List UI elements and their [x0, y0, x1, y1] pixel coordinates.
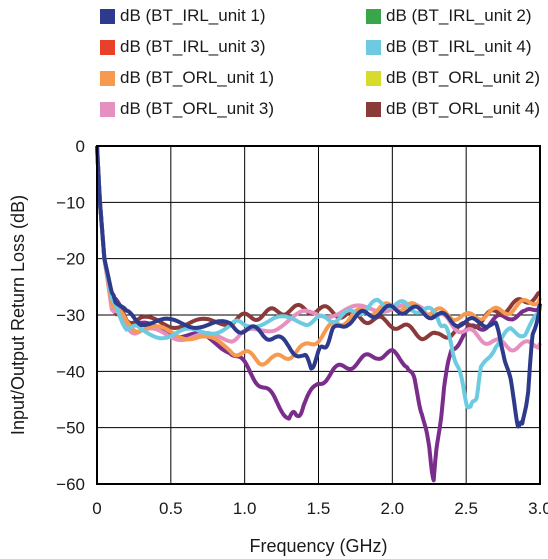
legend-label: dB (BT_IRL_unit 4): [386, 37, 532, 56]
legend-swatch: [100, 70, 115, 86]
series-line: [95, 145, 542, 410]
series-line: [95, 145, 542, 429]
y-axis-title: Input/Output Return Loss (dB): [8, 195, 28, 435]
x-axis-title: Frequency (GHz): [249, 536, 387, 556]
legend-swatch: [100, 8, 115, 24]
x-tick-label: 0: [92, 499, 101, 518]
legend-label: dB (BT_ORL_unit 3): [120, 99, 275, 118]
x-tick-label: 2.0: [381, 499, 405, 518]
legend-swatch: [366, 101, 381, 117]
legend-item: dB (BT_IRL_unit 3): [100, 36, 266, 58]
legend-swatch: [100, 39, 115, 55]
x-tick-label: 0.5: [159, 499, 183, 518]
x-tick-label: 3.0: [528, 499, 548, 518]
y-tick-label: −40: [56, 362, 85, 381]
grid: [97, 146, 540, 484]
x-tick-label: 2.5: [454, 499, 478, 518]
legend-item: dB (BT_ORL_unit 3): [100, 98, 274, 120]
legend-item: dB (BT_ORL_unit 4): [366, 98, 540, 120]
legend-swatch: [366, 70, 381, 86]
legend-label: dB (BT_ORL_unit 4): [386, 99, 541, 118]
y-tick-label: −10: [56, 193, 85, 212]
legend-label: dB (BT_IRL_unit 2): [386, 6, 532, 25]
y-tick-label: −30: [56, 306, 85, 325]
legend-label: dB (BT_IRL_unit 3): [120, 37, 266, 56]
legend-swatch: [100, 101, 115, 117]
legend-swatch: [366, 39, 381, 55]
plot-frame: [96, 145, 541, 485]
legend-swatch: [366, 8, 381, 24]
legend: dB (BT_IRL_unit 1) dB (BT_IRL_unit 2) dB (…: [0, 0, 548, 130]
series-layer: [95, 145, 542, 483]
legend-item: dB (BT_IRL_unit 4): [366, 36, 532, 58]
y-tick-label: −50: [56, 419, 85, 438]
legend-item: dB (BT_ORL_unit 1): [100, 67, 274, 89]
legend-item: dB (BT_IRL_unit 1): [100, 5, 266, 27]
legend-label: dB (BT_IRL_unit 1): [120, 6, 266, 25]
series-line: [95, 145, 542, 367]
y-tick-label: −60: [56, 475, 85, 494]
x-tick-label: 1.0: [233, 499, 257, 518]
legend-label: dB (BT_ORL_unit 2): [386, 68, 541, 87]
y-tick-label: 0: [76, 137, 85, 156]
y-tick-label: −20: [56, 250, 85, 269]
tick-labels: 0 0.5 1.0 1.5 2.0 2.5 3.0 0 −10 −20 −30 −40 −50 −60: [56, 137, 548, 518]
legend-item: dB (BT_ORL_unit 2): [366, 67, 540, 89]
x-tick-label: 1.5: [307, 499, 331, 518]
legend-item: dB (BT_IRL_unit 2): [366, 5, 532, 27]
legend-label: dB (BT_ORL_unit 1): [120, 68, 275, 87]
